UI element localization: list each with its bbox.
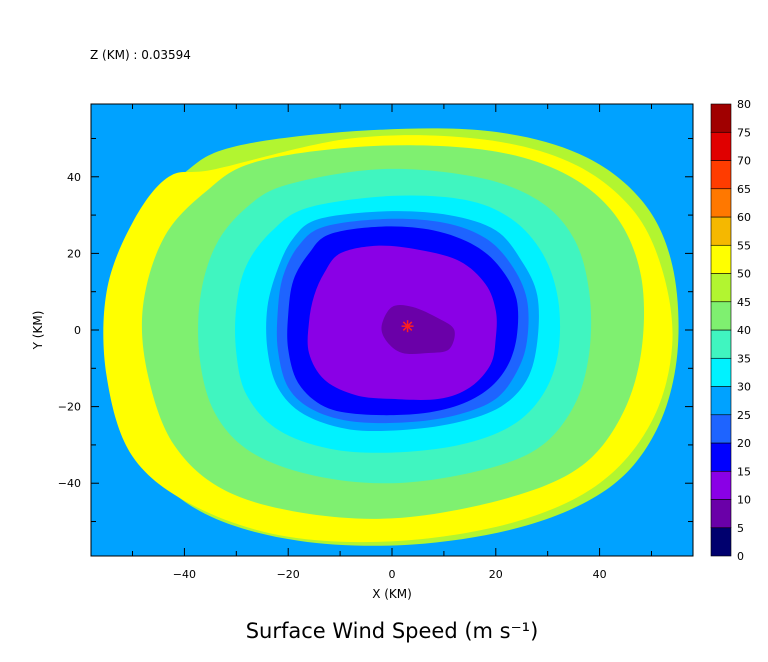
colorbar-label: 30: [737, 381, 751, 394]
y-tick-label: 20: [67, 247, 81, 260]
colorbar-label: 15: [737, 465, 751, 478]
colorbar-swatch: [710, 131, 732, 161]
y-tick-label: 40: [67, 171, 81, 184]
colorbar-swatch: [710, 329, 732, 359]
contour-level-5: [381, 305, 455, 354]
colorbar-swatch: [710, 386, 732, 416]
y-axis-label: Y (KM): [31, 311, 45, 351]
colorbar-label: 35: [737, 352, 751, 365]
height-annotation: Z (KM) : 0.03594: [90, 48, 191, 62]
colorbar-swatch: [710, 301, 732, 331]
colorbar-label: 20: [737, 437, 751, 450]
colorbar-label: 5: [737, 522, 744, 535]
colorbar-label: 80: [737, 98, 751, 111]
colorbar: 0 5 10 15 20 25 30 35 40 45 50 55 60 65 70 75 80: [710, 98, 751, 563]
x-tick-label: 0: [389, 568, 396, 581]
colorbar-swatch: [710, 244, 732, 274]
axes: −40 −20 0 20 40 −40 −20 0 20 40: [58, 104, 693, 581]
colorbar-label: 25: [737, 409, 751, 422]
colorbar-swatch: [710, 216, 732, 246]
x-tick-label: 20: [489, 568, 503, 581]
storm-center-marker: [401, 320, 414, 333]
colorbar-label: 60: [737, 211, 751, 224]
x-axis-label: X (KM): [372, 587, 412, 601]
colorbar-label: 65: [737, 183, 751, 196]
colorbar-label: 45: [737, 296, 751, 309]
colorbar-swatch: [710, 442, 732, 472]
y-tick-label: −20: [58, 401, 81, 414]
x-tick-label: 40: [593, 568, 607, 581]
colorbar-swatch: [710, 160, 732, 190]
colorbar-swatch: [710, 357, 732, 387]
colorbar-label: 0: [737, 550, 744, 563]
colorbar-label: 75: [737, 126, 751, 139]
x-tick-label: −40: [173, 568, 196, 581]
colorbar-swatch: [710, 470, 732, 500]
wind-field: [103, 128, 679, 546]
chart-title: Surface Wind Speed (m s⁻¹): [246, 619, 539, 643]
colorbar-label: 55: [737, 239, 751, 252]
y-tick-label: −40: [58, 477, 81, 490]
colorbar-swatch: [710, 414, 732, 444]
colorbar-swatch: [710, 527, 732, 557]
plot-area: −40 −20 0 20 40 −40 −20 0 20 40: [58, 103, 694, 581]
colorbar-label: 50: [737, 268, 751, 281]
colorbar-swatch: [710, 103, 732, 133]
colorbar-label: 40: [737, 324, 751, 337]
colorbar-label: 10: [737, 494, 751, 507]
colorbar-swatch: [710, 273, 732, 303]
colorbar-swatch: [710, 499, 732, 529]
y-tick-label: 0: [74, 324, 81, 337]
colorbar-label: 70: [737, 155, 751, 168]
colorbar-swatch: [710, 188, 732, 218]
x-tick-label: −20: [277, 568, 300, 581]
